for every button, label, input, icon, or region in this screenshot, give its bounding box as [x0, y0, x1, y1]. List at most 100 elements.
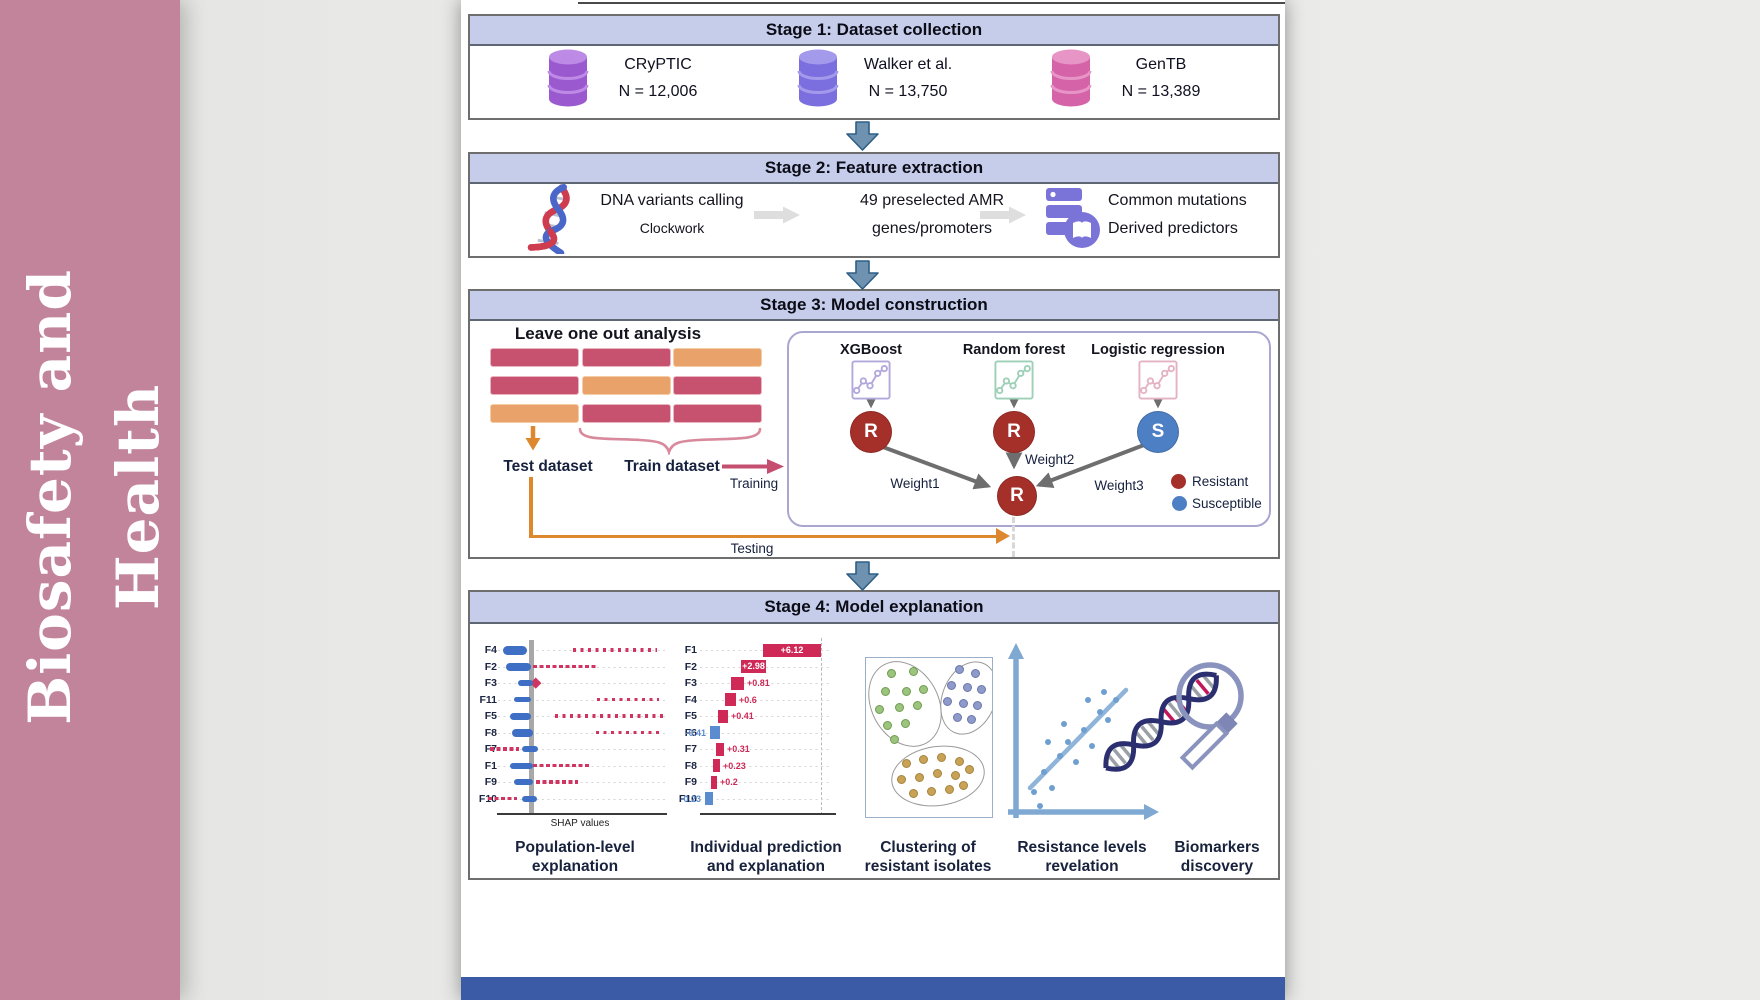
cluster-dot — [950, 770, 960, 780]
waterfall-row-label: F6 — [684, 726, 697, 739]
cluster-dot — [972, 700, 982, 710]
shap-row-leader — [498, 732, 666, 734]
waterfall-value: +0.81 — [747, 678, 770, 688]
waterfall-row-leader — [700, 798, 832, 800]
waterfall-value: -0.23 — [680, 793, 701, 804]
cluster-dot — [918, 754, 928, 764]
cluster-dot — [962, 682, 972, 692]
dna-helix-icon — [522, 182, 588, 259]
waterfall-value: +6.12 — [780, 644, 804, 655]
cluster-dot — [882, 720, 892, 730]
dataset-count: N = 12,006 — [618, 83, 698, 100]
loo-cell-orange — [673, 348, 762, 367]
waterfall-dotted-vline — [821, 638, 822, 815]
shap-row-leader — [498, 699, 666, 701]
shap-row-leader — [498, 683, 666, 684]
shap-blue-cluster — [506, 662, 531, 671]
waterfall-row-label: F10 — [678, 792, 697, 805]
waterfall-row-label: F2 — [684, 660, 697, 673]
database-icon — [795, 48, 841, 108]
waterfall-row-leader — [700, 732, 832, 734]
train-dataset-label: Train dataset — [624, 458, 720, 475]
waterfall-value: +0.2 — [720, 777, 738, 787]
model-chart-icon — [851, 360, 891, 405]
dataset-name: Walker et al. — [863, 56, 953, 73]
loo-cell-rose — [673, 376, 762, 395]
shap-blue-cluster — [518, 680, 533, 686]
cluster-dot — [889, 734, 899, 744]
amr-genes-label-line2: genes/promoters — [871, 220, 993, 237]
page-top-rule — [578, 2, 1285, 4]
database-icon — [545, 48, 591, 108]
caption-biomarkers: Biomarkers discovery — [1122, 838, 1312, 876]
model-prediction-circle: R — [993, 411, 1035, 453]
waterfall-bar — [713, 759, 720, 772]
loo-cell-rose — [673, 404, 762, 423]
stage1-box: Stage 1: Dataset collection — [468, 14, 1280, 120]
shap-red-strip — [490, 747, 519, 751]
model-chart-icon — [1138, 360, 1178, 405]
shap-row-leader — [498, 782, 666, 783]
susceptible-legend-dot — [1172, 496, 1187, 511]
waterfall-bar — [705, 792, 713, 805]
shap-blue-cluster — [510, 712, 531, 720]
caption-clustering-line: resistant isolates — [864, 858, 992, 875]
model-name-label: Logistic regression — [1091, 342, 1225, 358]
shap-red-strip — [536, 780, 578, 784]
shap-row-label: F1 — [484, 759, 497, 772]
caption-resistance-levels-line: Resistance levels — [1017, 839, 1147, 856]
testing-path-vertical — [529, 477, 533, 536]
stage3-header: Stage 3: Model construction — [470, 291, 1278, 321]
stage2-box: Stage 2: Feature extraction — [468, 152, 1280, 258]
shap-row-label: F4 — [484, 644, 497, 656]
caption-individual-prediction-line: and explanation — [707, 858, 825, 875]
page-footer-bar — [461, 977, 1285, 1000]
model-prediction-circle: R — [850, 411, 892, 453]
shap-blue-cluster — [512, 728, 533, 737]
waterfall-row-label: F3 — [684, 677, 697, 689]
resistance-scatter-panel — [1008, 643, 1159, 820]
waterfall-bar: +2.98 — [741, 660, 766, 673]
shap-summary-plot: F4F2F3F11F5F8F7F1F9F10 — [470, 630, 675, 830]
model-chart-icon — [994, 360, 1034, 405]
waterfall-bar — [718, 709, 728, 723]
shap-blue-cluster — [514, 779, 533, 785]
waterfall-value: +0.23 — [723, 760, 746, 771]
shap-red-strip — [533, 664, 598, 669]
mutations-book-icon — [1044, 186, 1102, 255]
caption-clustering: Clustering of resistant isolates — [833, 838, 1023, 876]
waterfall-value: +0.31 — [727, 744, 750, 754]
stage-flow-arrow-icon — [846, 561, 879, 596]
dna-variants-label: DNA variants calling — [600, 192, 744, 209]
waterfall-row-label: F4 — [684, 693, 697, 706]
model-name-label: XGBoost — [839, 342, 903, 358]
shap-blue-cluster — [503, 645, 527, 655]
weight3-label: Weight3 — [1094, 478, 1144, 493]
waterfall-bar: +6.12 — [763, 643, 821, 657]
dataset-item: GenTB N = 13,389 — [1048, 48, 1217, 108]
cluster-dot — [901, 686, 911, 696]
cluster-dot — [952, 712, 962, 722]
cluster-dot — [880, 686, 890, 696]
waterfall-row-leader — [700, 782, 832, 783]
amr-genes-label-line1: 49 preselected AMR — [859, 192, 1005, 209]
loo-cell-rose — [581, 404, 671, 423]
caption-population-level-line: explanation — [531, 858, 619, 875]
shap-row-label: F10 — [470, 793, 497, 805]
cluster-dot — [874, 704, 884, 714]
loo-cell-orange — [581, 376, 671, 395]
ensemble-arrows — [862, 391, 1167, 490]
database-icon — [1048, 48, 1094, 108]
stage2-header: Stage 2: Feature extraction — [470, 154, 1278, 184]
loo-cell-orange — [490, 404, 579, 423]
shap-red-dots — [597, 697, 659, 702]
cluster-dot — [908, 788, 918, 798]
loo-cell-rose — [581, 348, 671, 367]
cluster-dot — [954, 664, 964, 674]
waterfall-bar — [716, 742, 724, 756]
dataset-name: CRyPTIC — [624, 56, 692, 73]
waterfall-value: +0.41 — [731, 711, 754, 721]
test-down-arrow-icon — [524, 426, 542, 456]
waterfall-row-label: F1 — [684, 644, 697, 656]
cluster-dot — [932, 768, 942, 778]
